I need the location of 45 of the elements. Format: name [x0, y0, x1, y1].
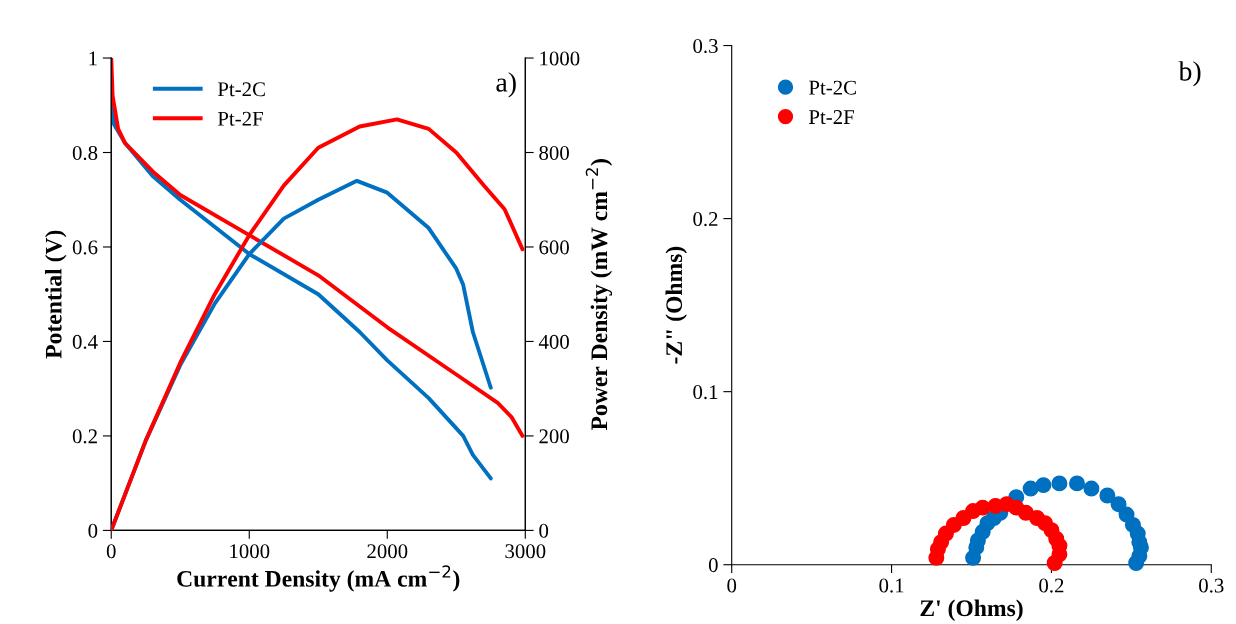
y2-tick-label: 800 [539, 145, 569, 160]
annotation: a) [496, 72, 516, 98]
legend-label: Pt-2C [217, 82, 265, 97]
y-tick-label: 0.3 [693, 38, 718, 54]
point [1128, 555, 1145, 571]
y-axis-title: -Z" (Ohms) [665, 246, 687, 364]
y-tick-label: 0.8 [72, 145, 98, 161]
x-tick-label: 0 [727, 578, 737, 593]
y2-tick-label: 1000 [540, 51, 580, 66]
point [1069, 475, 1085, 492]
point [1046, 555, 1063, 571]
x-tick-label: 0.3 [1199, 578, 1224, 593]
point [1035, 477, 1052, 494]
point [1051, 475, 1068, 492]
y-tick-label: 0.1 [693, 385, 718, 400]
legend-label: Pt-2C [809, 80, 856, 95]
y2-tick-label: 200 [539, 429, 569, 444]
y-tick-label: 0.4 [72, 334, 98, 349]
x-tick-label: 1000 [230, 544, 270, 559]
x-tick-label: 0.2 [1039, 578, 1064, 593]
point [1083, 480, 1100, 497]
point [1022, 480, 1039, 497]
y-tick-label: 0.2 [693, 211, 718, 227]
y-tick-label: 0.2 [72, 429, 97, 444]
legend-label: Pt-2F [217, 111, 263, 126]
y2-axis-title: Power Density (mW cm$^{−2}$) [585, 159, 613, 431]
y2-tick-label: 400 [538, 334, 569, 349]
y-tick-label: 0 [88, 523, 98, 538]
y2-tick-label: 0 [539, 523, 549, 538]
y2-tick-label: 600 [539, 240, 569, 255]
x-tick-label: 0.1 [879, 578, 904, 593]
x-tick-label: 2000 [367, 544, 408, 559]
point [1099, 487, 1116, 504]
x-axis-title: Z' (Ohms) [920, 599, 1023, 621]
y-tick-label: 0 [708, 558, 718, 573]
y-tick-label: 0.6 [72, 240, 98, 255]
legend-label: Pt-2F [809, 110, 854, 125]
x-tick-label: 3000 [505, 544, 546, 559]
point [974, 499, 991, 516]
point [1110, 496, 1127, 513]
y-tick-label: 1 [89, 51, 97, 66]
annotation: b) [1178, 61, 1201, 87]
x-tick-label: 0 [106, 544, 116, 559]
y-axis-title: Potential (V) [45, 230, 67, 359]
x-axis-title: Current Density (mA cm$^{−2}$) [177, 565, 460, 592]
